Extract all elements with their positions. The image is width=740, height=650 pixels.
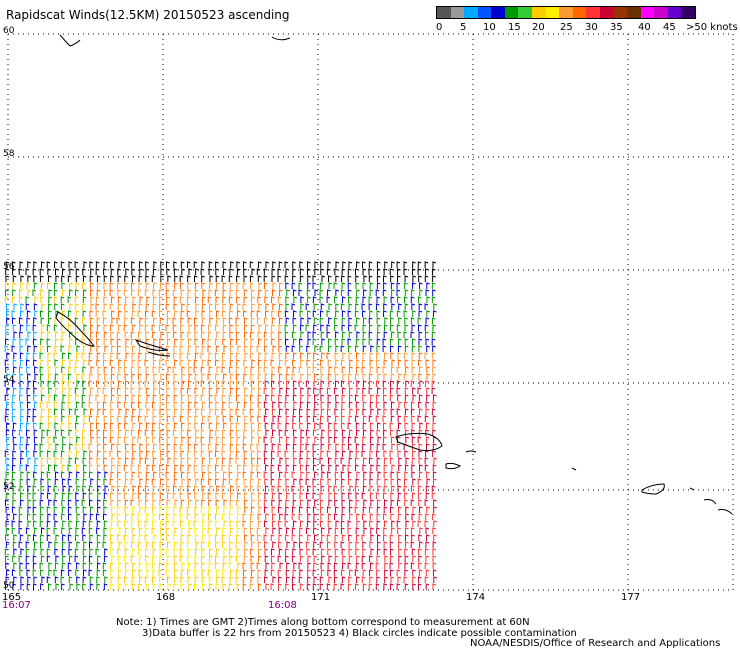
colorbar-swatch — [464, 7, 478, 18]
colorbar-labels: 0 5 10 15 20 25 30 35 40 45 >50 knots — [430, 22, 740, 34]
lon-label: 168 — [156, 592, 176, 603]
colorbar-swatch — [504, 7, 519, 18]
colorbar-label: 30 — [585, 22, 598, 33]
colorbar-swatch — [437, 7, 451, 18]
colorbar-swatch — [640, 7, 655, 18]
note-line-2: 3)Data buffer is 22 hrs from 20150523 4)… — [142, 628, 577, 639]
colorbar-swatch — [599, 7, 614, 18]
lon-label: 171 — [311, 592, 331, 603]
map-title: Rapidscat Winds(12.5KM) 20150523 ascendi… — [6, 8, 290, 22]
colorbar-label: >50 knots — [686, 22, 738, 33]
gridlines — [7, 33, 734, 591]
credit: NOAA/NESDIS/Office of Research and Appli… — [470, 638, 721, 649]
lat-label: 56 — [3, 262, 15, 272]
colorbar-swatch — [477, 7, 492, 18]
colorbar-label: 10 — [483, 22, 496, 33]
lat-label: 60 — [3, 26, 15, 36]
map-notes: Note: 1) Times are GMT 2)Times along bot… — [116, 617, 577, 639]
note-line-1: Note: 1) Times are GMT 2)Times along bot… — [116, 617, 530, 628]
colorbar-swatch — [586, 7, 600, 18]
colorbar-swatch — [559, 7, 573, 18]
colorbar-label: 5 — [460, 22, 467, 33]
colorbar-swatch — [532, 7, 546, 18]
lat-label: 52 — [3, 482, 15, 492]
wind-barb-swath — [4, 261, 438, 590]
colorbar-swatch — [681, 7, 695, 18]
colorbar-label: 35 — [610, 22, 623, 33]
wind-speed-colorbar — [436, 6, 696, 19]
colorbar-label: 15 — [508, 22, 521, 33]
colorbar-swatch — [613, 7, 628, 18]
colorbar-label: 25 — [560, 22, 573, 33]
time-label: 16:08 — [268, 600, 297, 611]
colorbar-swatch — [491, 7, 505, 18]
colorbar-swatch — [627, 7, 641, 18]
colorbar-swatch — [667, 7, 682, 18]
colorbar-label: 40 — [638, 22, 651, 33]
time-label: 16:07 — [2, 600, 31, 611]
lon-label: 177 — [621, 592, 641, 603]
lat-label: 54 — [3, 375, 15, 385]
lat-label: 50 — [3, 581, 15, 591]
coastlines — [55, 34, 733, 515]
colorbar-swatch — [518, 7, 533, 18]
colorbar-swatch — [545, 7, 560, 18]
colorbar-swatch — [654, 7, 668, 18]
colorbar-label: 0 — [436, 22, 443, 33]
colorbar-label: 20 — [532, 22, 545, 33]
colorbar-label: 45 — [663, 22, 676, 33]
lon-label: 174 — [466, 592, 486, 603]
lon-label: 165 — [2, 592, 22, 603]
colorbar-swatch — [450, 7, 465, 18]
colorbar-swatch — [572, 7, 587, 18]
lat-label: 58 — [3, 149, 15, 159]
